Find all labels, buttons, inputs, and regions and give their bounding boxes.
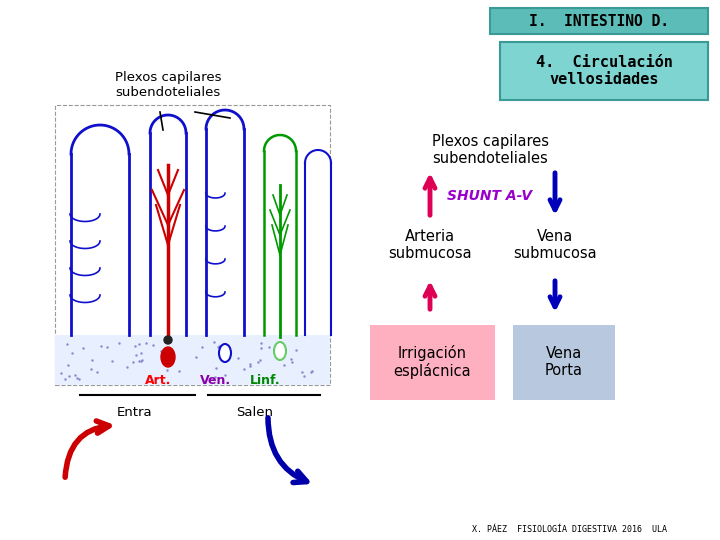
Ellipse shape <box>219 344 231 362</box>
Bar <box>55 105 330 385</box>
Text: X. PÁEZ  FISIOLOGÍA DIGESTIVA 2016  ULA: X. PÁEZ FISIOLOGÍA DIGESTIVA 2016 ULA <box>472 525 667 535</box>
Text: I.  INTESTINO D.: I. INTESTINO D. <box>529 14 669 29</box>
FancyBboxPatch shape <box>490 8 708 34</box>
Ellipse shape <box>161 347 175 367</box>
Text: Entra: Entra <box>117 407 153 420</box>
Text: Arteria
submucosa: Arteria submucosa <box>388 229 472 261</box>
Text: Irrigación
esplácnica: Irrigación esplácnica <box>393 345 471 379</box>
Text: Salen: Salen <box>236 407 274 420</box>
Text: Vena
Porta: Vena Porta <box>545 346 583 378</box>
Text: Ven.: Ven. <box>199 374 230 387</box>
FancyBboxPatch shape <box>513 325 615 400</box>
Circle shape <box>164 336 172 344</box>
Text: SHUNT A-V: SHUNT A-V <box>447 189 533 203</box>
Text: Vena
submucosa: Vena submucosa <box>513 229 597 261</box>
Ellipse shape <box>274 342 286 360</box>
Bar <box>55 335 330 385</box>
FancyBboxPatch shape <box>370 325 495 400</box>
Text: Art.: Art. <box>145 374 171 387</box>
FancyBboxPatch shape <box>500 42 708 100</box>
Text: Linf.: Linf. <box>250 374 280 387</box>
Text: 4.  Circulación
vellosidades: 4. Circulación vellosidades <box>536 55 672 87</box>
Text: Plexos capilares
subendoteliales: Plexos capilares subendoteliales <box>115 71 222 99</box>
Text: Plexos capilares
subendoteliales: Plexos capilares subendoteliales <box>431 134 549 166</box>
